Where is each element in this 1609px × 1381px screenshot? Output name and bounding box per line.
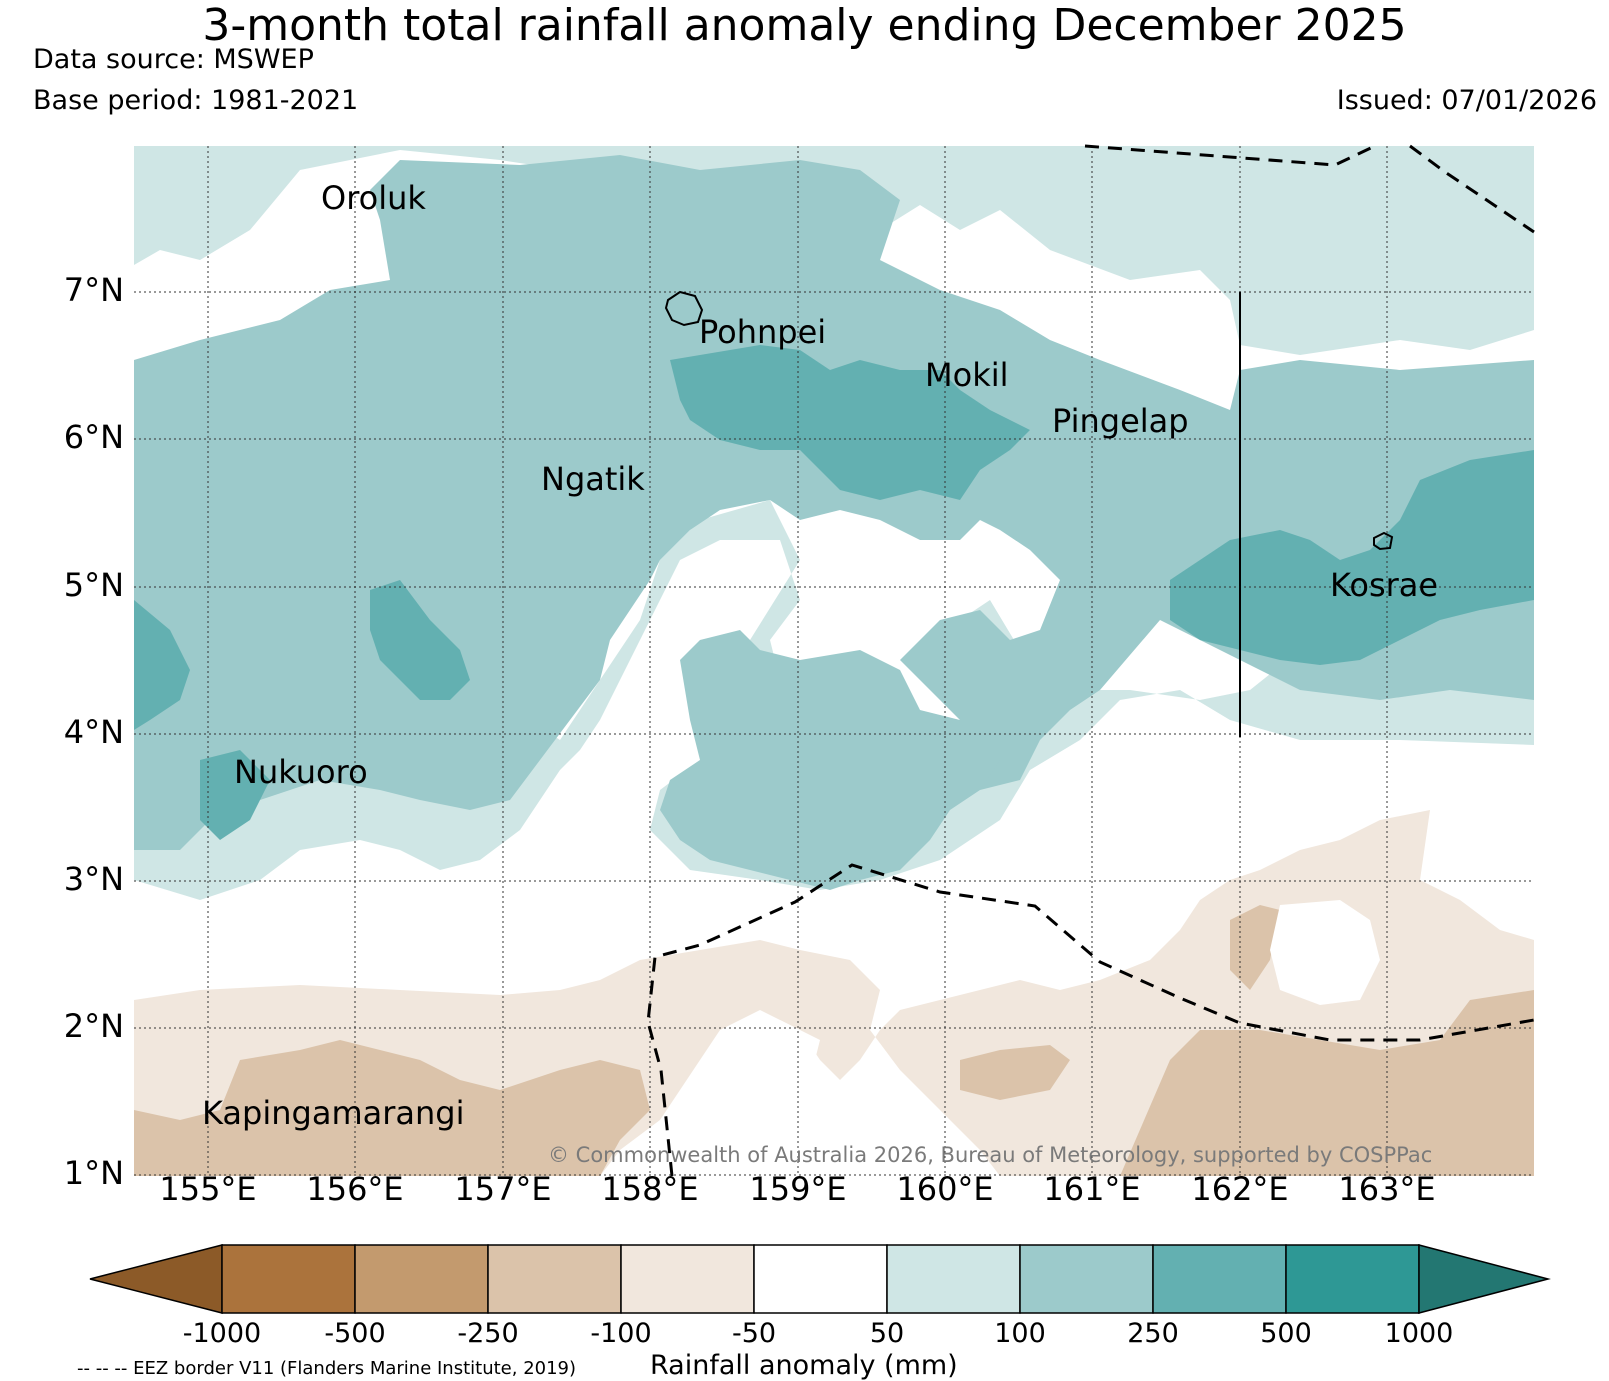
anomaly-region-minus100-minus250-kosrae-south bbox=[1230, 905, 1280, 990]
colorbar-segment bbox=[221, 1244, 356, 1314]
lon-tick-label: 163°E bbox=[1338, 1170, 1436, 1208]
colorbar-tick-label: -250 bbox=[457, 1318, 519, 1349]
pohnpei-outline bbox=[664, 290, 704, 327]
anomaly-region-50-100-north bbox=[134, 146, 1534, 355]
colorbar-segment bbox=[753, 1244, 888, 1314]
colorbar-tick-label: -500 bbox=[324, 1318, 386, 1349]
colorbar-tick-label: 1000 bbox=[1384, 1318, 1454, 1349]
copyright-notice: © Commonwealth of Australia 2026, Bureau… bbox=[548, 1143, 1433, 1167]
lat-tick-label: 3°N bbox=[63, 860, 124, 898]
anomaly-region-100-250-main bbox=[134, 155, 1534, 850]
colorbar-tick-label: -1000 bbox=[182, 1318, 262, 1349]
colorbar-tick-label: 50 bbox=[869, 1318, 905, 1349]
anomaly-region-250-500-pohnpei bbox=[670, 345, 1030, 500]
colorbar-tick-label: 250 bbox=[1127, 1318, 1179, 1349]
anomaly-region-minus100-minus250-east bbox=[1120, 990, 1534, 1176]
lon-tick-label: 158°E bbox=[601, 1170, 699, 1208]
colorbar-segment bbox=[1285, 1244, 1420, 1314]
eez-borders bbox=[646, 144, 1535, 1177]
lon-tick-label: 155°E bbox=[159, 1170, 257, 1208]
anomaly-region-250-500-mid bbox=[370, 580, 470, 700]
eez-border-note: -- -- -- EEZ border V11 (Flanders Marine… bbox=[77, 1358, 577, 1379]
anomaly-region-minus100-minus250-small bbox=[960, 1045, 1070, 1100]
lon-tick-label: 162°E bbox=[1191, 1170, 1289, 1208]
place-label-oroluk: Oroluk bbox=[321, 179, 426, 217]
colorbar-tick-label: -50 bbox=[731, 1318, 777, 1349]
data-source: Data source: MSWEP bbox=[33, 44, 314, 75]
place-label-kapingamarangi: Kapingamarangi bbox=[202, 1094, 465, 1132]
colorbar-segment bbox=[487, 1244, 622, 1314]
anomaly-region-250-500-west bbox=[134, 600, 190, 730]
lat-tick-label: 2°N bbox=[63, 1007, 124, 1045]
lat-tick-label: 1°N bbox=[63, 1154, 124, 1192]
anomaly-region-minus100-minus250-south bbox=[134, 1040, 650, 1176]
eez-border-south bbox=[646, 863, 1535, 1177]
lat-tick-label: 7°N bbox=[63, 271, 124, 309]
place-label-pohnpei: Pohnpei bbox=[699, 313, 827, 351]
colorbar-segment bbox=[886, 1244, 1021, 1314]
map-title: 3-month total rainfall anomaly ending De… bbox=[202, 0, 1407, 51]
lat-tick-label: 5°N bbox=[63, 566, 124, 604]
colorbar-segment bbox=[620, 1244, 755, 1314]
anomaly-region-250-500-kosrae bbox=[1170, 450, 1534, 665]
colorbar-title: Rainfall anomaly (mm) bbox=[650, 1350, 958, 1381]
colorbar-segment bbox=[1152, 1244, 1287, 1314]
lat-tick-label: 4°N bbox=[63, 713, 124, 751]
colorbar-segment bbox=[354, 1244, 489, 1314]
eez-border-northeast bbox=[1409, 144, 1535, 234]
place-label-mokil: Mokil bbox=[925, 356, 1009, 394]
island-outlines bbox=[664, 290, 1394, 551]
colorbar-tick-label: -100 bbox=[590, 1318, 652, 1349]
anomaly-white-patch bbox=[1270, 900, 1380, 1005]
lon-tick-label: 156°E bbox=[306, 1170, 404, 1208]
lon-tick-label: 157°E bbox=[454, 1170, 552, 1208]
anomaly-region-100-250-south bbox=[660, 630, 1000, 890]
lon-tick-label: 160°E bbox=[896, 1170, 994, 1208]
colorbar-segment bbox=[1019, 1244, 1154, 1314]
colorbar-tick-label: 500 bbox=[1260, 1318, 1312, 1349]
lon-tick-label: 161°E bbox=[1043, 1170, 1141, 1208]
anomaly-region-250-500-nukuoro bbox=[200, 750, 270, 840]
colorbar-tick-label: 100 bbox=[994, 1318, 1046, 1349]
lon-tick-label: 159°E bbox=[749, 1170, 847, 1208]
place-label-pingelap: Pingelap bbox=[1052, 402, 1189, 440]
place-label-ngatik: Ngatik bbox=[541, 460, 645, 498]
base-period: Base period: 1981-2021 bbox=[33, 85, 359, 116]
issued-date: Issued: 07/01/2026 bbox=[1336, 85, 1597, 116]
colorbar-extend-low bbox=[89, 1244, 223, 1314]
eez-border-north bbox=[1084, 144, 1376, 167]
place-label-kosrae: Kosrae bbox=[1330, 566, 1439, 604]
place-label-nukuoro: Nukuoro bbox=[234, 753, 368, 791]
kosrae-outline bbox=[1373, 531, 1394, 551]
lat-gridlines bbox=[134, 291, 1534, 1176]
colorbar-extend-high bbox=[1418, 1244, 1551, 1314]
lat-tick-label: 6°N bbox=[63, 418, 124, 456]
